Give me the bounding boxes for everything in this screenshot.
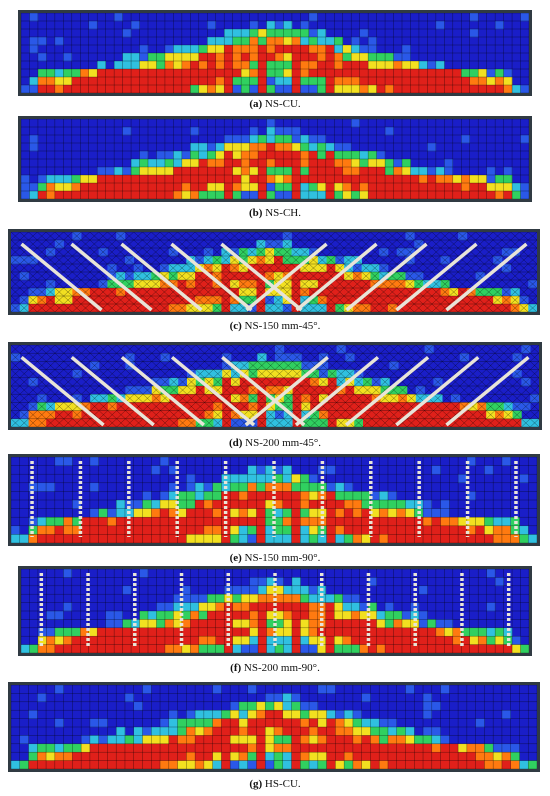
- mesh: [11, 685, 537, 769]
- damage-cells: [11, 685, 537, 769]
- damage-contour-a: [21, 13, 529, 93]
- mesh: [11, 457, 537, 543]
- caption-c-letter: (c): [229, 320, 242, 332]
- damage-cells: [21, 13, 529, 93]
- mesh: [21, 119, 529, 199]
- damage-contour-c: [11, 232, 537, 312]
- panel-b: [18, 116, 532, 202]
- caption-b: (b) NS-CH.: [0, 207, 550, 220]
- caption-d-letter: (d): [228, 437, 243, 449]
- damage-cells: [21, 569, 529, 653]
- caption-f-text: NS-200 mm-90°.: [243, 662, 320, 674]
- caption-e-letter: (e): [229, 552, 242, 564]
- panel-d: [8, 342, 542, 430]
- caption-g: (g) HS-CU.: [0, 778, 550, 791]
- panel-g: [8, 682, 540, 772]
- damage-contour-g: [11, 685, 537, 769]
- caption-c: (c) NS-150 mm-45°.: [0, 320, 550, 333]
- mesh: [21, 13, 529, 93]
- panel-e: [8, 454, 540, 546]
- caption-d: (d) NS-200 mm-45°.: [0, 437, 550, 450]
- caption-a-letter: (a): [249, 98, 263, 110]
- caption-f-letter: (f): [230, 662, 242, 674]
- damage-contour-b: [21, 119, 529, 199]
- damage-contour-e: [11, 457, 537, 543]
- caption-g-text: HS-CU.: [264, 778, 301, 790]
- damage-contour-d: [11, 345, 539, 427]
- caption-b-text: NS-CH.: [265, 207, 301, 219]
- reinforcement-bars: [20, 242, 528, 312]
- caption-e-text: NS-150 mm-90°.: [244, 552, 321, 564]
- reinforcement-bars: [30, 461, 518, 537]
- damage-cells: [11, 457, 537, 543]
- caption-b-letter: (b): [249, 207, 263, 219]
- caption-g-letter: (g): [249, 778, 263, 790]
- panel-c: [8, 229, 540, 315]
- caption-a: (a) NS-CU.: [0, 98, 550, 111]
- panel-f: [18, 566, 532, 656]
- caption-e: (e) NS-150 mm-90°.: [0, 552, 550, 565]
- reinforcement-bars: [20, 355, 530, 427]
- caption-c-text: NS-150 mm-45°.: [244, 320, 321, 332]
- mesh: [21, 569, 529, 653]
- reinforcement-bars: [39, 573, 511, 647]
- damage-cells: [21, 119, 529, 199]
- caption-a-text: NS-CU.: [264, 98, 301, 110]
- mesh: [11, 345, 539, 427]
- caption-f: (f) NS-200 mm-90°.: [0, 662, 550, 675]
- damage-contour-f: [21, 569, 529, 653]
- caption-d-text: NS-200 mm-45°.: [245, 437, 322, 449]
- panel-a: [18, 10, 532, 96]
